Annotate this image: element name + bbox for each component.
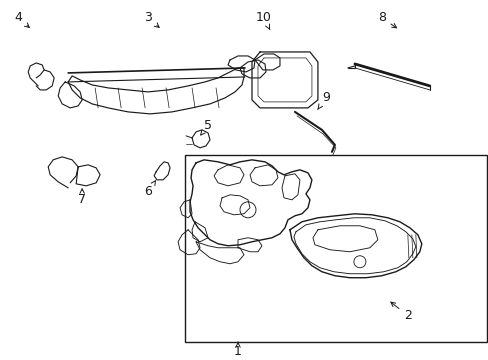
Text: 1: 1 [234, 342, 242, 358]
Bar [184, 155, 486, 342]
Text: 6: 6 [144, 180, 156, 198]
Text: 9: 9 [317, 91, 329, 109]
Text: 3: 3 [144, 12, 159, 27]
Text: 5: 5 [200, 120, 212, 135]
Text: 7: 7 [78, 189, 86, 206]
Text: 2: 2 [390, 302, 411, 322]
Text: 8: 8 [377, 12, 396, 28]
Text: 10: 10 [256, 12, 271, 30]
Text: 4: 4 [14, 12, 29, 27]
